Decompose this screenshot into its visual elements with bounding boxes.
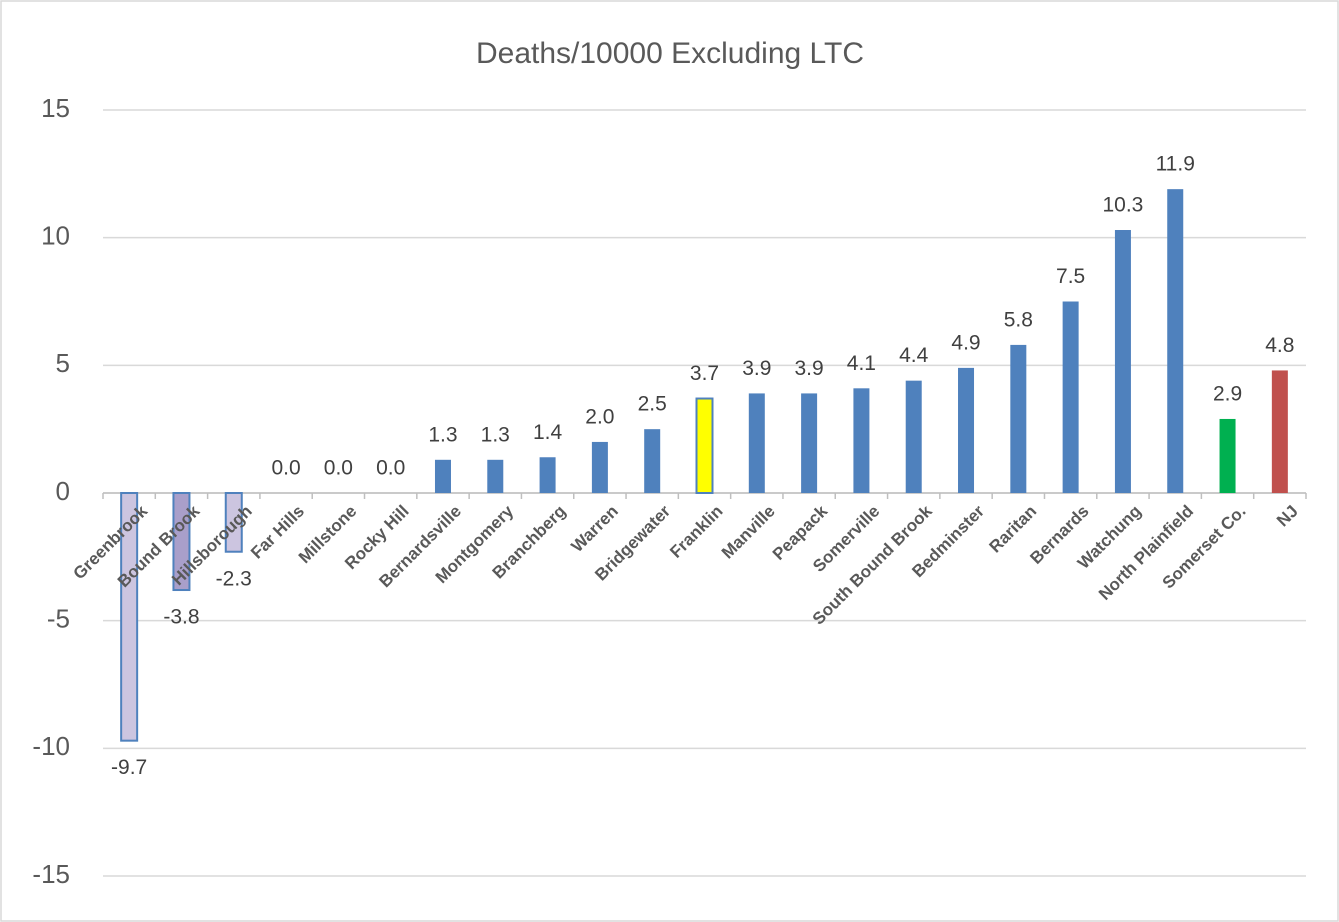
- bar: [1010, 344, 1027, 493]
- data-label: 0.0: [271, 457, 300, 480]
- bar: [224, 492, 243, 553]
- y-tick-label: -15: [32, 859, 70, 889]
- bar: [434, 459, 451, 493]
- data-label: 0.0: [324, 457, 353, 480]
- data-label: 1.3: [428, 423, 457, 446]
- bar: [591, 441, 608, 493]
- data-label: 2.9: [1213, 383, 1242, 406]
- y-tick-label: 0: [56, 476, 70, 506]
- data-label: 2.0: [585, 405, 614, 428]
- bar: [1271, 370, 1288, 493]
- bar: [487, 459, 504, 493]
- data-label: 2.5: [638, 393, 667, 416]
- data-label: 3.9: [795, 357, 824, 380]
- data-label: 5.8: [1004, 308, 1033, 331]
- bar: [539, 457, 556, 493]
- chart-title: Deaths/10000 Excluding LTC: [476, 37, 864, 70]
- bar: [1114, 230, 1131, 494]
- y-tick-label: -5: [47, 604, 70, 634]
- data-label: 1.3: [481, 423, 510, 446]
- bar: [695, 397, 714, 495]
- bar: [905, 380, 922, 493]
- data-label: 0.0: [376, 457, 405, 480]
- data-label: 4.8: [1265, 334, 1294, 357]
- data-label: 11.9: [1156, 153, 1195, 176]
- data-label: 3.7: [690, 362, 719, 385]
- bar: [853, 388, 870, 493]
- bar: [120, 492, 139, 742]
- data-label: 10.3: [1102, 194, 1143, 217]
- data-label: 7.5: [1056, 265, 1085, 288]
- y-tick-label: 5: [56, 348, 70, 378]
- bar: [644, 429, 661, 493]
- y-tick-label: 10: [41, 221, 70, 251]
- data-label: 3.9: [742, 357, 771, 380]
- data-label: 4.4: [899, 344, 929, 367]
- bar: [801, 393, 818, 493]
- bar: [1062, 301, 1079, 493]
- y-tick-label: 15: [41, 93, 70, 123]
- data-label: -3.8: [163, 606, 199, 629]
- data-label: -2.3: [216, 567, 252, 590]
- data-label: 4.1: [847, 352, 876, 375]
- bar: [958, 367, 975, 493]
- data-label: 1.4: [533, 421, 563, 444]
- bar: [1219, 418, 1236, 493]
- bar: [748, 393, 765, 493]
- data-label: 4.9: [951, 331, 980, 354]
- y-tick-label: -10: [32, 731, 70, 761]
- data-label: -9.7: [111, 756, 147, 779]
- bar: [172, 492, 191, 592]
- bar: [1167, 189, 1184, 494]
